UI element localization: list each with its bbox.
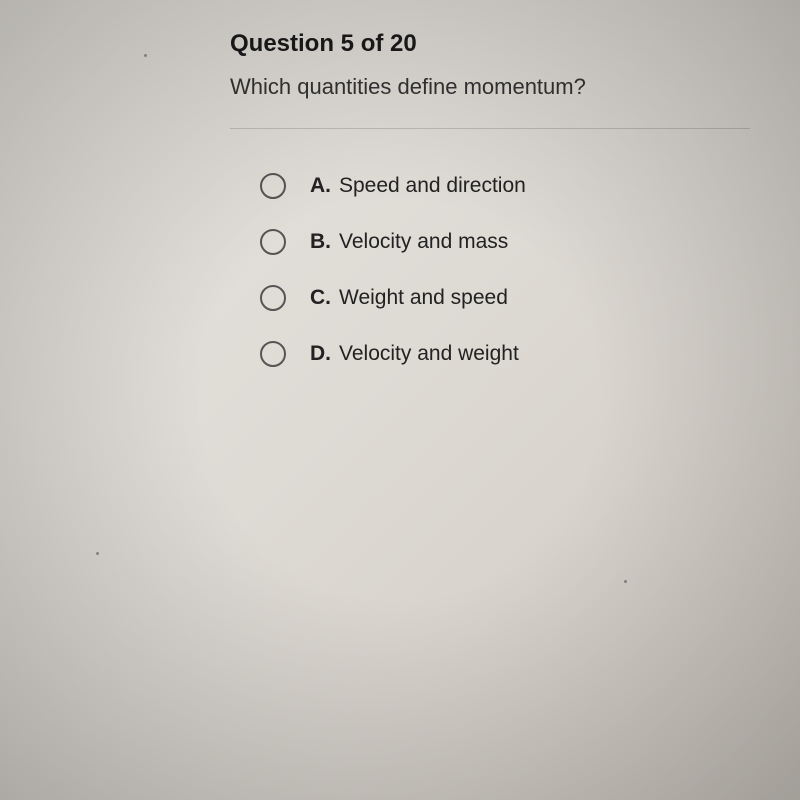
question-text: Which quantities define momentum?	[230, 74, 770, 100]
option-a[interactable]: A. Speed and direction	[260, 173, 770, 199]
option-d[interactable]: D. Velocity and weight	[260, 341, 770, 367]
dust-speck	[96, 552, 99, 555]
radio-icon[interactable]	[260, 341, 286, 367]
radio-icon[interactable]	[260, 285, 286, 311]
option-letter: B.	[310, 230, 331, 253]
option-label: C. Weight and speed	[310, 286, 508, 310]
options-list: A. Speed and direction B. Velocity and mas…	[230, 173, 770, 367]
option-letter: C.	[310, 286, 331, 309]
option-text: Velocity and weight	[339, 342, 519, 365]
option-label: A. Speed and direction	[310, 174, 526, 198]
dust-speck	[144, 54, 147, 57]
option-label: D. Velocity and weight	[310, 342, 519, 366]
divider	[230, 128, 750, 129]
option-text: Weight and speed	[339, 286, 508, 309]
question-block: Question 5 of 20 Which quantities define…	[230, 30, 770, 367]
option-letter: D.	[310, 342, 331, 365]
option-text: Speed and direction	[339, 174, 526, 197]
option-c[interactable]: C. Weight and speed	[260, 285, 770, 311]
radio-icon[interactable]	[260, 229, 286, 255]
option-b[interactable]: B. Velocity and mass	[260, 229, 770, 255]
dust-speck	[624, 580, 627, 583]
option-text: Velocity and mass	[339, 230, 508, 253]
question-header: Question 5 of 20	[230, 30, 770, 58]
option-label: B. Velocity and mass	[310, 230, 508, 254]
radio-icon[interactable]	[260, 173, 286, 199]
option-letter: A.	[310, 174, 331, 197]
